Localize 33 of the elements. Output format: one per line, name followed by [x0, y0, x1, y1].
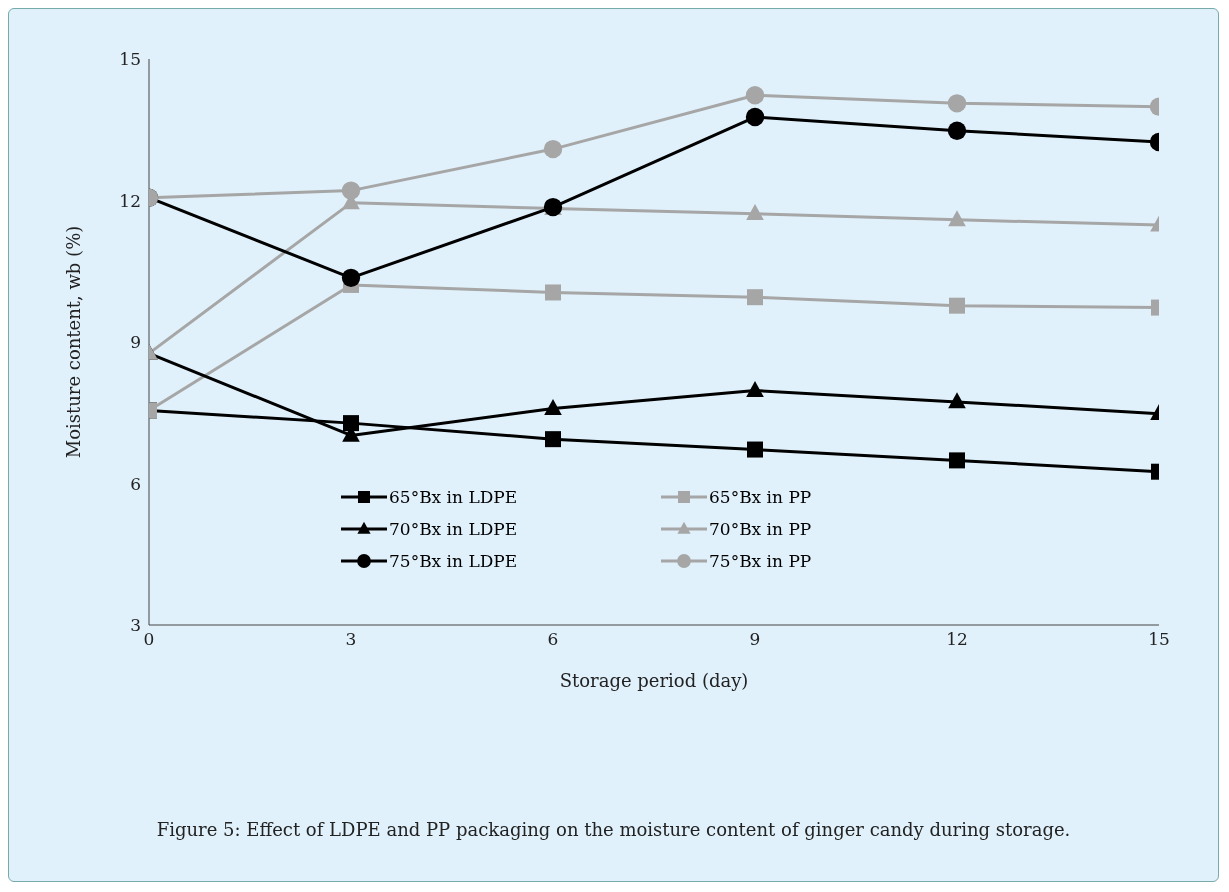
point: [745, 86, 765, 105]
y-tick-label: 6: [130, 473, 141, 494]
point: [544, 398, 562, 415]
point: [746, 380, 764, 397]
point: [341, 181, 361, 200]
y-axis-title: Moisture content, wb (%): [63, 225, 85, 459]
caption: Figure 5: Effect of LDPE and PP packaging on the moisture content of ginger candy during storage.: [155, 819, 1072, 840]
x-tick-label: 9: [749, 629, 761, 650]
point: [545, 431, 561, 448]
point: [746, 204, 764, 221]
y-tick-label: 9: [130, 332, 141, 353]
point: [341, 268, 361, 288]
legend-label: 70°Bx in LDPE: [389, 519, 518, 539]
legend-label: 75°Bx in LDPE: [389, 551, 518, 571]
legend-label: 70°Bx in PP: [709, 519, 812, 539]
point: [747, 289, 763, 306]
y-tick-label: 3: [130, 615, 141, 636]
point: [745, 107, 765, 127]
legend-label: 75°Bx in PP: [709, 551, 812, 571]
point: [545, 284, 561, 301]
x-tick-label: 3: [345, 629, 357, 650]
legend-label: 65°Bx in LDPE: [389, 487, 518, 507]
x-tick-label: 15: [1148, 629, 1170, 650]
x-axis-title: Storage period (day): [559, 670, 749, 691]
x-tick-label: 0: [143, 629, 155, 650]
point: [747, 441, 763, 458]
point: [343, 415, 359, 432]
y-tick-label: 15: [119, 49, 141, 70]
point: [543, 139, 563, 159]
legend-label: 65°Bx in PP: [709, 487, 812, 507]
y-tick-label: 12: [119, 190, 141, 211]
x-tick-label: 12: [946, 629, 968, 650]
x-tick-label: 6: [547, 629, 559, 650]
